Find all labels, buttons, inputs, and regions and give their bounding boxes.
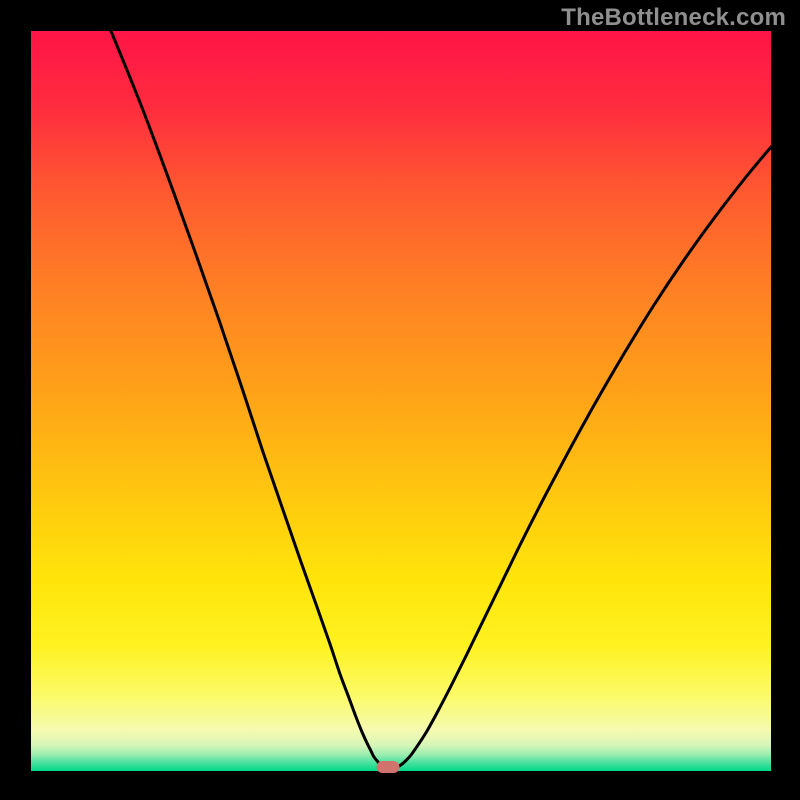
- chart-stage: TheBottleneck.com: [0, 0, 800, 800]
- watermark-text: TheBottleneck.com: [561, 4, 786, 32]
- plot-background: [31, 31, 771, 771]
- vertex-marker: [377, 761, 400, 773]
- bottleneck-chart: [0, 0, 800, 800]
